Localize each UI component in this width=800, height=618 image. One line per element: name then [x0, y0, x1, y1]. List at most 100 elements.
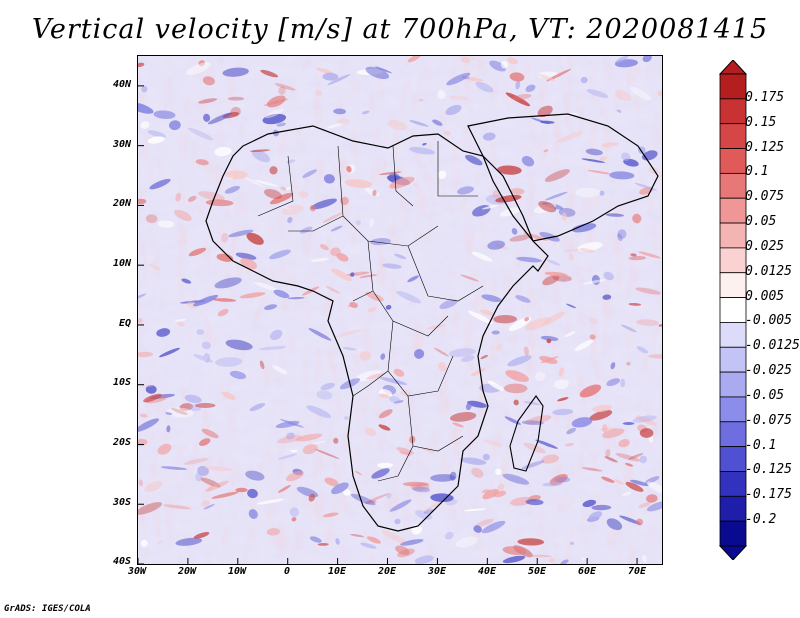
velocity-patch [524, 317, 552, 331]
lon-tick-label: 70E [627, 566, 647, 577]
velocity-patch [246, 232, 264, 245]
colorbar-label: -0.005 [745, 313, 792, 329]
velocity-patch [195, 403, 216, 408]
madagascar-coastline [509, 395, 544, 472]
velocity-patch [620, 324, 637, 333]
velocity-patch [156, 540, 164, 545]
velocity-patch [589, 410, 613, 421]
velocity-patch [589, 334, 596, 340]
velocity-patch [289, 507, 300, 517]
velocity-patch [542, 482, 563, 487]
velocity-patch [350, 272, 355, 277]
velocity-patch [377, 462, 393, 468]
velocity-patch [622, 491, 632, 497]
velocity-patch [203, 504, 215, 510]
velocity-patch [543, 149, 549, 153]
velocity-patch [605, 213, 624, 217]
velocity-patch [523, 401, 540, 406]
velocity-patch [138, 198, 147, 205]
velocity-patch [409, 120, 429, 127]
velocity-patch [393, 368, 405, 377]
velocity-patch [554, 476, 571, 483]
velocity-patch [470, 368, 486, 377]
velocity-patch [385, 304, 392, 310]
velocity-patch [525, 84, 536, 93]
velocity-patch [262, 113, 287, 125]
velocity-patch [251, 149, 271, 163]
velocity-patch [639, 428, 654, 438]
velocity-patch [493, 314, 517, 324]
velocity-patch [564, 331, 576, 338]
velocity-patch [574, 339, 594, 351]
velocity-patch [619, 515, 642, 525]
velocity-patch [512, 93, 532, 101]
velocity-patch [138, 351, 154, 358]
velocity-patch [369, 217, 375, 228]
velocity-patch [336, 253, 349, 262]
velocity-patch [322, 72, 339, 81]
velocity-patch [264, 304, 278, 310]
velocity-patch [256, 498, 285, 505]
velocity-patch [193, 294, 219, 307]
velocity-patch [564, 442, 575, 447]
map-title: Vertical velocity [m/s] at 700hPa, VT: 2… [31, 14, 769, 45]
velocity-patch [460, 274, 480, 282]
velocity-patch [148, 263, 161, 271]
velocity-patch [297, 191, 309, 199]
colorbar-segment [719, 421, 747, 448]
velocity-patch [212, 298, 237, 302]
velocity-patch [280, 186, 287, 191]
velocity-field [138, 56, 662, 564]
velocity-patch [187, 127, 214, 141]
velocity-patch [481, 204, 500, 210]
velocity-patch [539, 231, 560, 242]
velocity-patch [354, 370, 382, 382]
velocity-patch [277, 453, 298, 460]
colorbar [718, 60, 748, 560]
velocity-patch [524, 317, 530, 322]
velocity-patch [138, 102, 154, 114]
colorbar-segment [719, 371, 747, 398]
velocity-patch [515, 295, 531, 303]
velocity-patch [291, 517, 297, 522]
velocity-patch [145, 385, 157, 394]
velocity-patch [169, 120, 181, 131]
velocity-patch [378, 424, 391, 431]
velocity-patch [275, 420, 300, 428]
lat-tick-label: 10S [112, 377, 131, 388]
velocity-patch [380, 353, 386, 360]
velocity-patch [179, 403, 194, 411]
velocity-patch [306, 405, 332, 419]
velocity-patch [502, 555, 526, 564]
velocity-patch [614, 479, 624, 485]
velocity-patch [184, 394, 202, 404]
velocity-patch [628, 255, 646, 261]
colorbar-label: 0.175 [745, 89, 785, 105]
velocity-patch [249, 403, 266, 412]
velocity-patch [414, 348, 425, 359]
velocity-patch [393, 400, 404, 404]
velocity-patch [308, 328, 332, 341]
velocity-patch [546, 68, 572, 82]
velocity-patch [286, 432, 295, 440]
velocity-patch [487, 380, 504, 391]
velocity-patch [542, 274, 560, 286]
colorbar-label: 0.1 [745, 164, 769, 180]
velocity-patch [615, 90, 632, 102]
velocity-patch [446, 72, 471, 86]
velocity-patch [455, 536, 479, 548]
velocity-patch [558, 367, 564, 377]
velocity-patch [244, 177, 265, 188]
velocity-patch [309, 536, 322, 543]
velocity-patch [203, 113, 211, 122]
velocity-patch [568, 253, 574, 261]
velocity-patch [205, 480, 230, 492]
velocity-patch [138, 318, 143, 324]
velocity-patch [491, 330, 500, 335]
velocity-patch [217, 309, 229, 317]
velocity-patch [215, 357, 243, 367]
velocity-patch [378, 393, 390, 399]
velocity-patch [140, 413, 148, 418]
velocity-patch [636, 319, 659, 326]
velocity-patch [525, 415, 552, 425]
